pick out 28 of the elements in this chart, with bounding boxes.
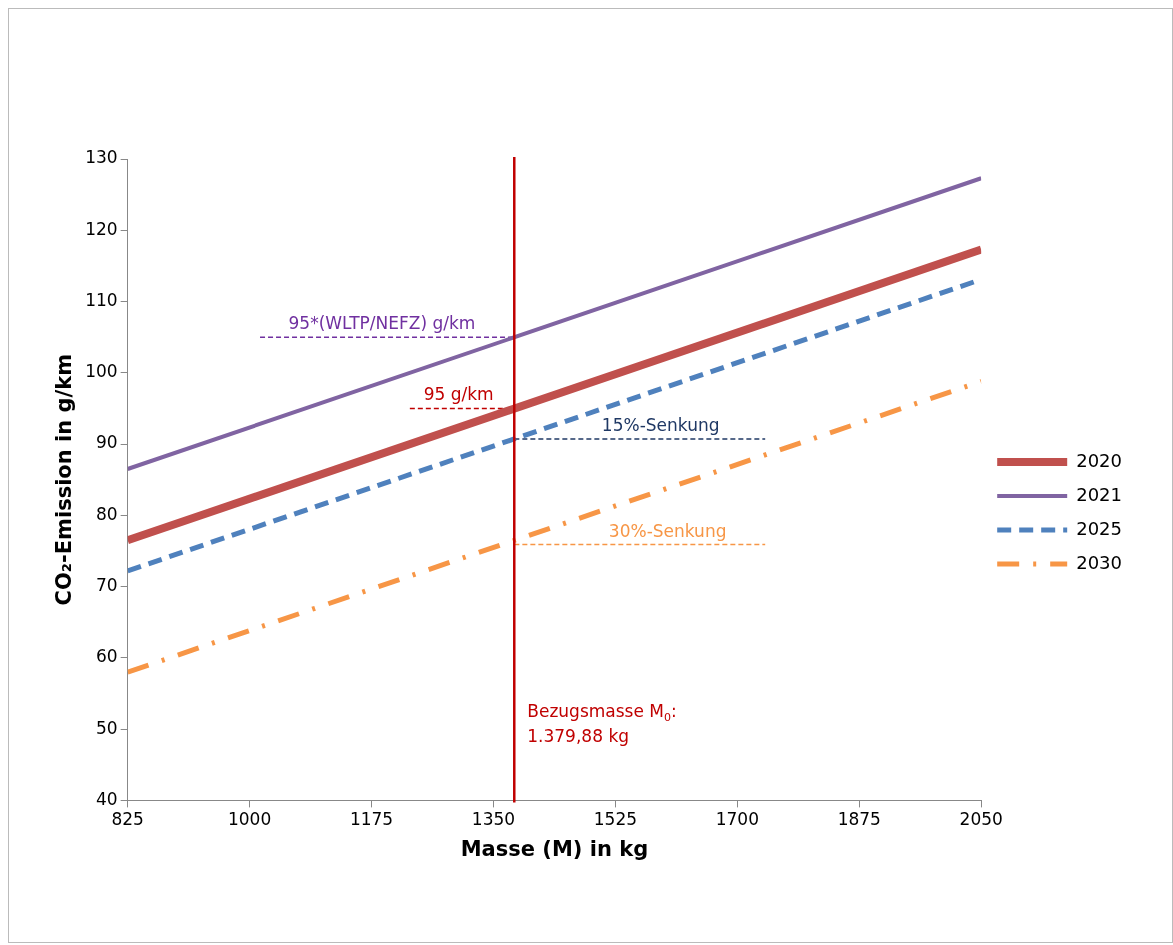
y-tick-label: 130 bbox=[85, 147, 118, 168]
legend-label: 2020 bbox=[1076, 449, 1122, 471]
x-tick-label: 1350 bbox=[471, 809, 516, 830]
x-tick-label: 1525 bbox=[593, 809, 638, 830]
x-axis-title: Masse (M) in kg bbox=[460, 836, 649, 861]
y-tick-label: 100 bbox=[85, 361, 118, 382]
y-tick-label: 50 bbox=[96, 717, 118, 738]
y-tick-label: 60 bbox=[96, 646, 118, 667]
annotation: 95*(WLTP/NEFZ) g/km bbox=[288, 313, 476, 334]
annotation: 30%-Senkung bbox=[608, 520, 727, 541]
y-tick-label: 110 bbox=[85, 289, 118, 310]
x-tick-label: 1700 bbox=[715, 809, 759, 830]
x-tick-label: 1875 bbox=[837, 809, 881, 830]
legend-label: 2025 bbox=[1076, 517, 1122, 539]
x-tick-label: 825 bbox=[111, 809, 144, 830]
x-tick-label: 2050 bbox=[959, 809, 1003, 830]
annotation: 15%-Senkung bbox=[601, 415, 720, 436]
y-tick-label: 80 bbox=[96, 503, 118, 524]
annotation: 95 g/km bbox=[423, 384, 494, 405]
y-tick-label: 90 bbox=[96, 432, 118, 453]
legend-label: 2030 bbox=[1076, 551, 1122, 573]
x-tick-label: 1175 bbox=[349, 809, 394, 830]
y-tick-label: 70 bbox=[96, 575, 118, 596]
x-tick-label: 1000 bbox=[227, 809, 272, 830]
y-tick-label: 120 bbox=[85, 218, 118, 239]
y-axis-title: CO₂-Emission in g/km bbox=[52, 353, 77, 606]
y-tick-label: 40 bbox=[96, 788, 118, 809]
legend-label: 2021 bbox=[1076, 483, 1122, 505]
